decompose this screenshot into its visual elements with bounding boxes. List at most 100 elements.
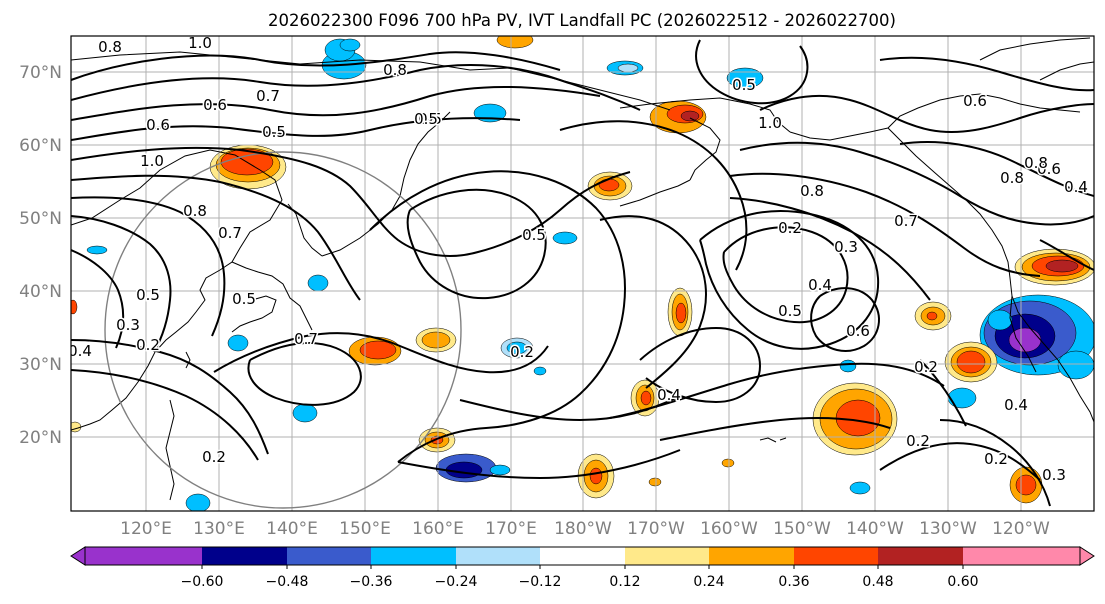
pv-contour-label: 1.0 [140, 152, 164, 170]
ivt-pc-patch [680, 110, 700, 122]
colorbar-bin [371, 547, 456, 565]
pv-contour [71, 117, 521, 141]
lat-label: 50°N [19, 209, 62, 229]
pv-contour-label: 0.8 [183, 202, 207, 220]
lon-label: 130°E [193, 519, 245, 539]
colorbar-tick-label: −0.12 [519, 574, 562, 590]
lon-label: 160°E [412, 519, 464, 539]
pv-contour-label: 0.5 [778, 302, 802, 320]
pv-contour-label: 0.8 [383, 61, 407, 79]
pv-contour-label: 0.8 [98, 38, 122, 56]
coastline [231, 295, 277, 333]
pv-contours [71, 39, 1094, 507]
lon-label: 140°E [266, 519, 318, 539]
pv-contour-label: 1.0 [758, 114, 782, 132]
coastline [71, 51, 671, 111]
pv-contour [406, 188, 547, 300]
ivt-pc-patch [1045, 259, 1079, 273]
pv-contour-label: 0.6 [846, 322, 870, 340]
pv-contour-label: 0.5 [136, 286, 160, 304]
lon-label: 150°E [339, 519, 391, 539]
lon-label: 150°W [773, 519, 831, 539]
coastline [71, 149, 283, 431]
lon-label: 160°W [700, 519, 758, 539]
pv-contour [609, 362, 945, 419]
pv-contour [559, 120, 748, 271]
analysis-radius-circle [104, 151, 462, 509]
ivt-pc-patch [185, 493, 211, 511]
colorbar-tick-label: −0.36 [350, 574, 393, 590]
colorbar-tick-label: −0.60 [181, 574, 224, 590]
ivt-pc-patch [849, 481, 871, 495]
pv-contour [695, 39, 809, 105]
colorbar-tick-label: 0.24 [693, 574, 724, 590]
pv-contour [71, 215, 172, 353]
pv-contour-label: 0.6 [203, 96, 227, 114]
pv-contour-label: 0.7 [894, 212, 918, 230]
pv-contour-label: 0.3 [1042, 466, 1066, 484]
pv-contour-label: 0.3 [116, 316, 140, 334]
colorbar-bin [878, 547, 963, 565]
lon-label: 120°W [992, 519, 1050, 539]
pv-contour-label: 0.6 [963, 92, 987, 110]
lon-label: 130°W [919, 519, 977, 539]
pv-contour [939, 419, 1051, 507]
colorbar-bin [625, 547, 709, 565]
ivt-pc-patch [489, 464, 511, 476]
coastline [1011, 295, 1094, 423]
lon-label: 170°E [485, 519, 537, 539]
ivt-pc-patch [640, 390, 652, 406]
pv-contour-label: 0.5 [522, 226, 546, 244]
pv-contour-label: 0.7 [218, 224, 242, 242]
colorbar: −0.60 −0.48 −0.36 −0.24 −0.12 0.12 0.24 0.36 0.4… [70, 546, 1095, 590]
lat-label: 40°N [19, 282, 62, 302]
colorbar-tick-label: 0.12 [609, 574, 640, 590]
pv-contour-label: 0.8 [800, 182, 824, 200]
pv-contour-label: 0.6 [146, 116, 170, 134]
coastline [779, 437, 787, 441]
map-title: 2026022300 F096 700 hPa PV, IVT Landfall… [268, 11, 896, 30]
pv-contour-label: 1.0 [188, 34, 212, 52]
pv-contour-label: 0.4 [1004, 396, 1028, 414]
coastline [185, 351, 191, 369]
longitude-labels: 120°E 130°E 140°E 150°E 160°E 170°E 180°W 170°W… [120, 519, 1050, 539]
ivt-pc-patch [227, 334, 249, 352]
pv-contour-label: 0.5 [732, 76, 756, 94]
coastline [887, 93, 1081, 129]
coastline [165, 399, 175, 501]
ivt-pc-patch [1015, 474, 1037, 496]
pv-contour [71, 249, 124, 349]
lat-label: 70°N [19, 63, 62, 83]
pv-contour-label: 0.5 [414, 110, 438, 128]
pv-contour-label: 0.2 [906, 432, 930, 450]
coastlines [71, 37, 1094, 501]
pv-contour [599, 215, 707, 389]
ivt-pc-patch [1057, 350, 1094, 380]
colorbar-tick-label: −0.24 [435, 574, 478, 590]
coastline [231, 261, 313, 331]
pv-contour-label: 0.7 [294, 330, 318, 348]
pv-contour-label: 0.7 [256, 87, 280, 105]
ivt-pc-patch [86, 245, 108, 255]
colorbar-tick-label: −0.48 [266, 574, 309, 590]
lat-label: 30°N [19, 355, 62, 375]
latitude-labels: 70°N 60°N 50°N 40°N 30°N 20°N [19, 63, 62, 448]
coastline [399, 111, 451, 197]
pv-contour [810, 287, 880, 352]
pv-contour [71, 339, 269, 455]
ivt-pc-patch [956, 350, 986, 374]
ivt-pc-patch [617, 63, 639, 73]
pv-contour-label: 0.3 [834, 238, 858, 256]
ivt-pc-patch [292, 403, 318, 423]
pv-contour-label: 0.5 [262, 123, 286, 141]
pv-contour [729, 197, 931, 301]
colorbar-bin [202, 547, 287, 565]
lat-label: 20°N [19, 428, 62, 448]
ivt-pc-patch [339, 38, 361, 52]
pv-contour-label: 0.4 [1064, 178, 1088, 196]
coastline [887, 127, 1013, 297]
colorbar-extend-max [1079, 546, 1095, 566]
colorbar-bin [794, 547, 878, 565]
pv-contour-label: 0.2 [914, 358, 938, 376]
pv-contour-label: 0.6 [1037, 160, 1061, 178]
